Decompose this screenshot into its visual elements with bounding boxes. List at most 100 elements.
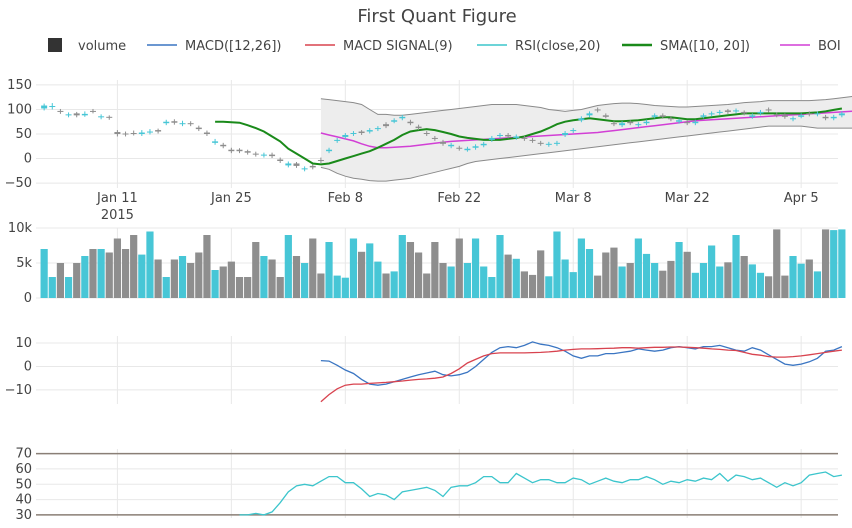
candle-body (643, 121, 650, 124)
volume-bar (414, 252, 423, 298)
macd-signal-line (320, 346, 842, 403)
candle-body (73, 113, 80, 116)
volume-bar (488, 277, 496, 298)
candle-body (244, 151, 251, 153)
candle-body (496, 134, 503, 136)
volume-bar (634, 238, 642, 298)
candle-body (440, 141, 446, 144)
legend-item-macd: MACD([12,26]) (185, 39, 281, 54)
volume-bar (512, 258, 520, 298)
candle-body (724, 110, 731, 112)
volume-bar (341, 277, 349, 298)
candle-body (610, 123, 617, 125)
volume-y-tick-label: 5k (16, 256, 32, 271)
legend-item-boll: BOI (818, 39, 841, 54)
candle-body (513, 136, 520, 138)
candle-body (806, 113, 813, 115)
volume-bar (732, 235, 740, 298)
legend-item-macd-signal: MACD SIGNAL(9) (343, 39, 453, 54)
volume-bar (431, 242, 439, 298)
price-y-tick-label: 100 (7, 102, 32, 117)
candle-body (358, 131, 365, 134)
candle-body (423, 133, 430, 135)
candle-body (448, 144, 455, 147)
boll-band-fill (320, 96, 852, 182)
volume-bar (602, 252, 610, 298)
volume-y-tick-label: 10k (8, 221, 33, 236)
volume-bar (252, 242, 260, 298)
volume-bar (610, 247, 618, 298)
candle-body (814, 113, 821, 115)
volume-bar (830, 230, 838, 298)
x-tick-label: Mar 8 (555, 191, 592, 206)
volume-bar (756, 272, 765, 298)
volume-bar (121, 249, 130, 298)
volume-bar (716, 266, 724, 298)
volume-bar (178, 256, 187, 298)
x-tick-label: Feb 22 (437, 191, 481, 206)
volume-bar (195, 252, 203, 298)
candle-body (187, 123, 194, 125)
volume-bar (423, 273, 431, 298)
volume-bar (626, 263, 634, 298)
candle-body (830, 116, 837, 119)
candle-body (570, 130, 577, 132)
rsi-y-tick-label: 50 (15, 477, 32, 492)
volume-bar (789, 256, 797, 298)
macd-y-tick-label: 0 (24, 359, 32, 374)
candle-body (521, 137, 528, 139)
price-y-tick-label: −50 (5, 176, 32, 191)
candle-body (415, 126, 422, 129)
volume-bar (48, 277, 56, 298)
candle-body (114, 132, 121, 134)
candle-body (472, 146, 479, 148)
candle-body (350, 133, 357, 135)
volume-bar (659, 270, 667, 298)
candle-body (553, 142, 560, 144)
volume-bar (561, 259, 569, 298)
candle-body (366, 130, 373, 132)
volume-bar (81, 256, 89, 298)
candle-body (822, 116, 829, 119)
volume-bar (398, 235, 406, 298)
candle-body (179, 123, 186, 125)
candle-body (203, 132, 210, 134)
volume-bar (471, 238, 480, 298)
candle-body (627, 121, 634, 124)
candle-body (781, 115, 788, 117)
candle-body (667, 118, 674, 120)
volume-bar (260, 256, 268, 298)
candle-body (383, 124, 390, 127)
candle-body (195, 127, 202, 130)
volume-bar (504, 254, 512, 298)
volume-bar (439, 263, 447, 298)
volume-bar (154, 259, 162, 298)
volume-bar (821, 229, 830, 298)
candle-body (659, 115, 666, 117)
candle-body (317, 160, 324, 162)
volume-bar (317, 273, 325, 298)
volume-bar (838, 229, 846, 298)
chart-title: First Quant Figure (357, 6, 516, 27)
volume-bar (211, 270, 219, 298)
candle-body (326, 149, 333, 152)
x-tick-label: Apr 5 (784, 191, 819, 206)
candle-body (309, 165, 316, 168)
candle-body (684, 122, 691, 124)
volume-bar (553, 231, 561, 298)
candle-body (285, 163, 292, 166)
volume-bar (773, 229, 781, 298)
volume-bar (309, 238, 317, 298)
candle-body (676, 120, 683, 122)
volume-bar (675, 242, 683, 298)
legend-swatch (48, 38, 62, 52)
legend[interactable]: volume MACD([12,26]) MACD SIGNAL(9) RSI(clo… (48, 38, 841, 54)
x-tick-label: Jan 11 (96, 191, 138, 206)
candle-body (81, 113, 88, 116)
macd-y-tick-label: −10 (5, 383, 32, 398)
x-tick-label: Mar 22 (665, 191, 710, 206)
volume-bar (667, 260, 675, 298)
volume-bar (545, 276, 553, 298)
candle-body (651, 115, 658, 117)
